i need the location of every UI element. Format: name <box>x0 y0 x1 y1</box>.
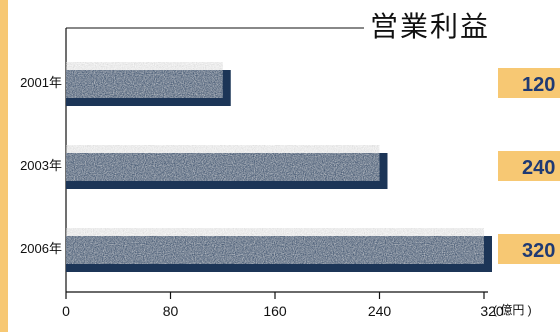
x-tick-label-240: 240 <box>368 303 392 319</box>
category-label-2006: 2006年 <box>20 241 62 256</box>
value-label-2001: 120 <box>522 74 555 96</box>
value-label-2003: 240 <box>522 157 555 179</box>
value-label-box-2001 <box>498 68 560 98</box>
x-tick-label-0: 0 <box>62 303 70 319</box>
category-label-2003: 2003年 <box>20 158 62 173</box>
x-tick-label-320: 320 <box>480 303 504 319</box>
value-label-box-2006 <box>498 234 560 264</box>
bar-2003 <box>66 145 380 181</box>
bar-2006 <box>66 228 484 264</box>
x-tick-label-80: 80 <box>163 303 179 319</box>
left-accent-strip <box>0 0 8 332</box>
x-axis-unit: ( 億円 ) <box>493 303 532 317</box>
value-label-box-2003 <box>498 151 560 181</box>
x-tick-label-160: 160 <box>263 303 287 319</box>
chart-title: 営業利益 <box>370 10 490 43</box>
bar-2001 <box>66 62 223 98</box>
category-label-2001: 2001年 <box>20 75 62 90</box>
value-label-2006: 320 <box>522 240 555 262</box>
